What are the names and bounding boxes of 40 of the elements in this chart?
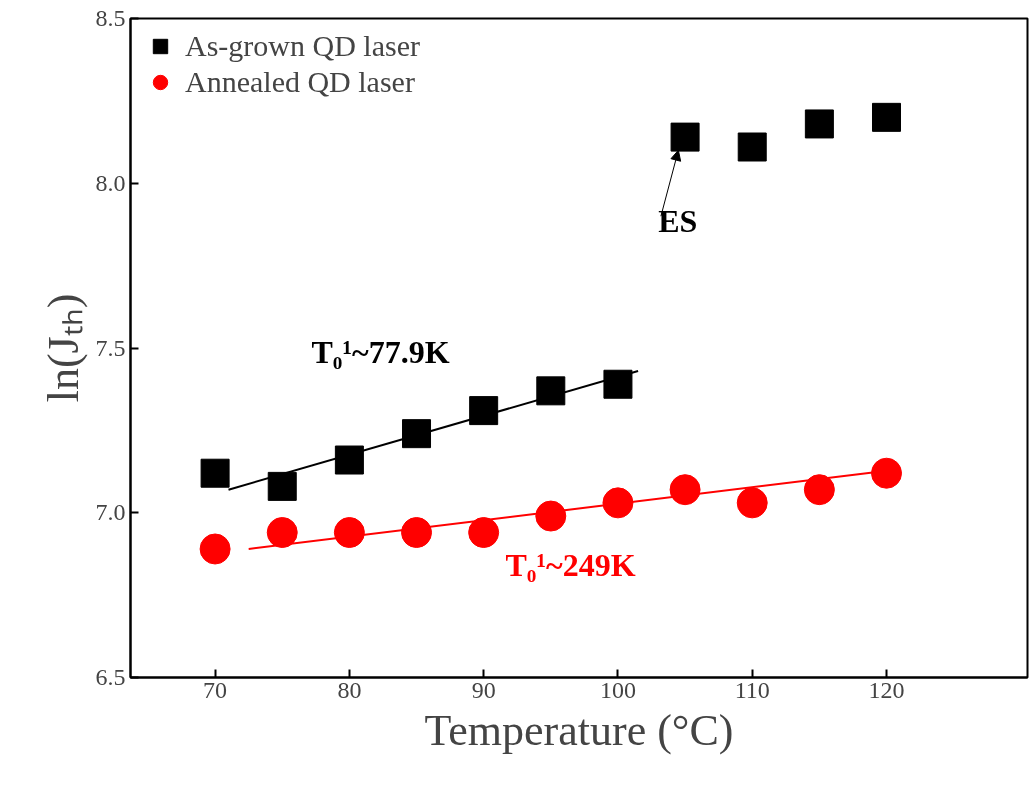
point (334, 445, 364, 475)
point (266, 517, 298, 548)
legend-label: As-grown QD laser (185, 28, 420, 64)
x-tick-label: 100 (599, 676, 636, 703)
y-tick-label: 6.5 (95, 664, 126, 690)
point (333, 517, 365, 548)
y-axis-title: ln(Jₜₕ) (38, 293, 88, 403)
point (199, 533, 231, 565)
x-tick-label: 120 (868, 676, 905, 703)
point (736, 487, 768, 519)
point (267, 471, 297, 501)
annotation: T₀¹~249K (505, 546, 636, 583)
point (669, 474, 701, 506)
point (468, 517, 500, 548)
y-tick-label: 7.0 (95, 499, 126, 526)
x-tick-label: 90 (471, 676, 496, 703)
point (401, 517, 433, 548)
x-tick-label: 110 (734, 676, 770, 703)
legend-label: Annealed QD laser (185, 64, 415, 100)
point (535, 500, 567, 532)
x-axis-title: Temperature (°C) (424, 705, 734, 755)
point (803, 474, 835, 506)
annotation: ES (658, 203, 698, 240)
point (200, 458, 230, 488)
y-tick-label: 7.5 (95, 334, 126, 361)
point (602, 487, 634, 519)
x-tick-label: 70 (203, 676, 228, 703)
point (737, 132, 767, 162)
y-tick-label: 8.5 (95, 5, 126, 31)
point (871, 457, 902, 489)
point (872, 102, 901, 132)
point (402, 419, 432, 449)
point (670, 122, 700, 152)
x-tick-label: 80 (337, 676, 362, 703)
annotation: T₀¹~77.9K (311, 333, 450, 370)
point (536, 376, 566, 406)
point (603, 369, 633, 399)
point (469, 396, 499, 426)
y-tick-label: 8.0 (95, 169, 126, 196)
point (804, 109, 834, 139)
